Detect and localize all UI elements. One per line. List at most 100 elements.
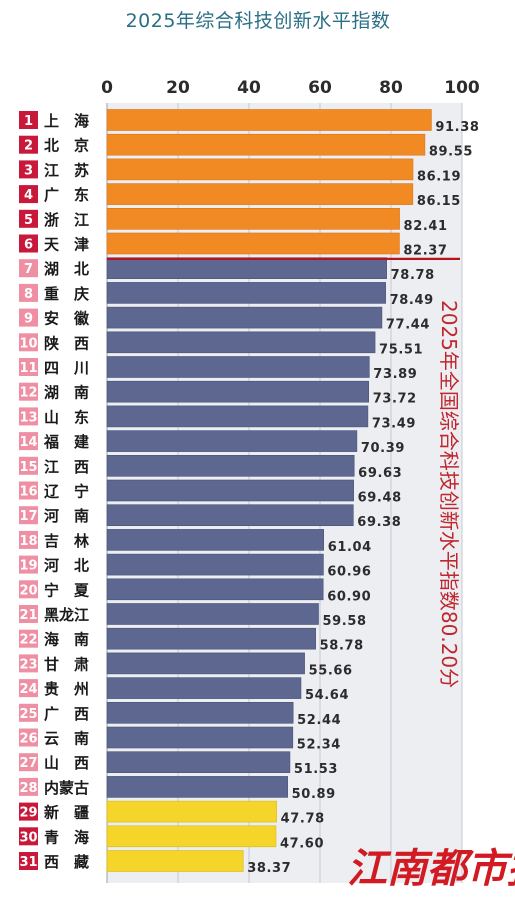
province-label: 四 川 bbox=[44, 359, 89, 377]
bar bbox=[106, 133, 426, 156]
value-label: 58.78 bbox=[320, 639, 364, 654]
rank-badge bbox=[19, 555, 38, 574]
value-label: 55.66 bbox=[309, 663, 353, 678]
rank-badge bbox=[19, 481, 38, 500]
bar bbox=[106, 776, 288, 798]
value-label: 60.90 bbox=[327, 589, 371, 604]
rank-badge bbox=[19, 679, 38, 698]
province-label: 西 藏 bbox=[44, 853, 89, 871]
bar bbox=[106, 751, 291, 774]
rank-badge bbox=[19, 827, 38, 846]
rank-badge bbox=[19, 382, 38, 401]
rank-number: 26 bbox=[19, 732, 37, 747]
province-label: 黑龙江 bbox=[44, 606, 89, 624]
rank-number: 15 bbox=[19, 460, 37, 475]
x-tick-label: 60 bbox=[308, 78, 332, 98]
bar bbox=[106, 331, 376, 354]
value-label: 52.44 bbox=[297, 713, 341, 728]
province-label: 天 津 bbox=[44, 236, 89, 254]
rank-badge bbox=[19, 852, 38, 870]
bar bbox=[106, 578, 324, 601]
rank-number: 17 bbox=[19, 509, 37, 524]
rank-badge bbox=[19, 234, 38, 253]
province-label: 重 庆 bbox=[44, 285, 89, 303]
x-tick-label: 40 bbox=[237, 78, 261, 98]
value-label: 82.37 bbox=[403, 244, 447, 259]
province-label: 湖 北 bbox=[44, 260, 89, 278]
rank-badge bbox=[19, 308, 38, 327]
province-label: 山 西 bbox=[44, 754, 89, 772]
province-label: 上 海 bbox=[44, 112, 89, 130]
rank-badge bbox=[19, 432, 38, 451]
value-label: 86.19 bbox=[417, 169, 461, 184]
value-label: 47.78 bbox=[281, 812, 325, 827]
value-label: 70.39 bbox=[361, 441, 405, 456]
province-label: 新 疆 bbox=[44, 804, 89, 822]
rank-badge bbox=[19, 407, 38, 426]
rank-number: 31 bbox=[19, 855, 37, 870]
value-label: 86.15 bbox=[417, 194, 461, 209]
province-label: 浙 江 bbox=[44, 211, 89, 229]
rank-badge bbox=[19, 605, 38, 623]
rank-number: 14 bbox=[19, 435, 37, 450]
rank-badge bbox=[19, 506, 38, 525]
bar bbox=[106, 825, 277, 848]
rank-badge bbox=[19, 185, 38, 204]
rank-badge bbox=[19, 135, 38, 154]
value-label: 69.48 bbox=[358, 491, 402, 506]
bar bbox=[106, 454, 355, 477]
rank-badge bbox=[19, 703, 38, 722]
rank-badge bbox=[19, 283, 38, 302]
province-label: 安 徽 bbox=[44, 310, 90, 328]
province-label: 河 南 bbox=[44, 507, 89, 525]
value-label: 73.72 bbox=[373, 392, 417, 407]
province-label: 江 苏 bbox=[44, 161, 89, 179]
bar bbox=[106, 529, 324, 551]
rank-number: 7 bbox=[24, 262, 33, 277]
province-label: 甘 肃 bbox=[44, 655, 89, 673]
bar bbox=[106, 109, 432, 131]
rank-number: 9 bbox=[24, 312, 33, 327]
value-label: 38.37 bbox=[247, 861, 291, 876]
rank-badge bbox=[19, 259, 38, 278]
rank-badge bbox=[19, 777, 38, 796]
bar bbox=[106, 850, 244, 872]
x-tick-label: 80 bbox=[379, 78, 403, 98]
x-tick-label: 20 bbox=[166, 78, 190, 98]
value-label: 78.49 bbox=[390, 293, 434, 308]
rank-badge bbox=[19, 629, 38, 648]
rank-number: 10 bbox=[19, 336, 37, 351]
rank-number: 30 bbox=[19, 830, 37, 845]
value-label: 73.49 bbox=[372, 416, 416, 431]
bar bbox=[106, 306, 383, 329]
province-label: 青 海 bbox=[44, 828, 89, 846]
rank-number: 1 bbox=[24, 114, 33, 129]
x-tick-label: 0 bbox=[101, 78, 113, 98]
rank-number: 2 bbox=[24, 139, 33, 154]
bar bbox=[106, 726, 294, 749]
value-label: 69.38 bbox=[357, 515, 401, 530]
bar bbox=[106, 257, 387, 280]
bar bbox=[106, 208, 400, 230]
x-tick-label: 100 bbox=[444, 78, 480, 98]
value-label: 51.53 bbox=[294, 762, 338, 777]
value-label: 78.78 bbox=[391, 268, 435, 283]
rank-badge bbox=[19, 160, 38, 179]
rank-badge bbox=[19, 530, 38, 549]
province-label: 湖 南 bbox=[44, 384, 89, 402]
rank-number: 22 bbox=[19, 633, 37, 648]
newspaper-logo: 江南都市报 bbox=[347, 845, 515, 892]
rank-badge bbox=[19, 111, 38, 129]
rank-badge bbox=[19, 333, 38, 352]
value-label: 59.58 bbox=[323, 614, 367, 629]
rank-number: 11 bbox=[19, 361, 37, 376]
rank-number: 19 bbox=[19, 559, 37, 574]
bar bbox=[106, 800, 277, 823]
rank-number: 3 bbox=[24, 163, 33, 178]
bar bbox=[106, 430, 358, 452]
bar bbox=[106, 627, 316, 650]
rank-number: 5 bbox=[24, 213, 33, 228]
province-label: 河 北 bbox=[44, 557, 89, 575]
